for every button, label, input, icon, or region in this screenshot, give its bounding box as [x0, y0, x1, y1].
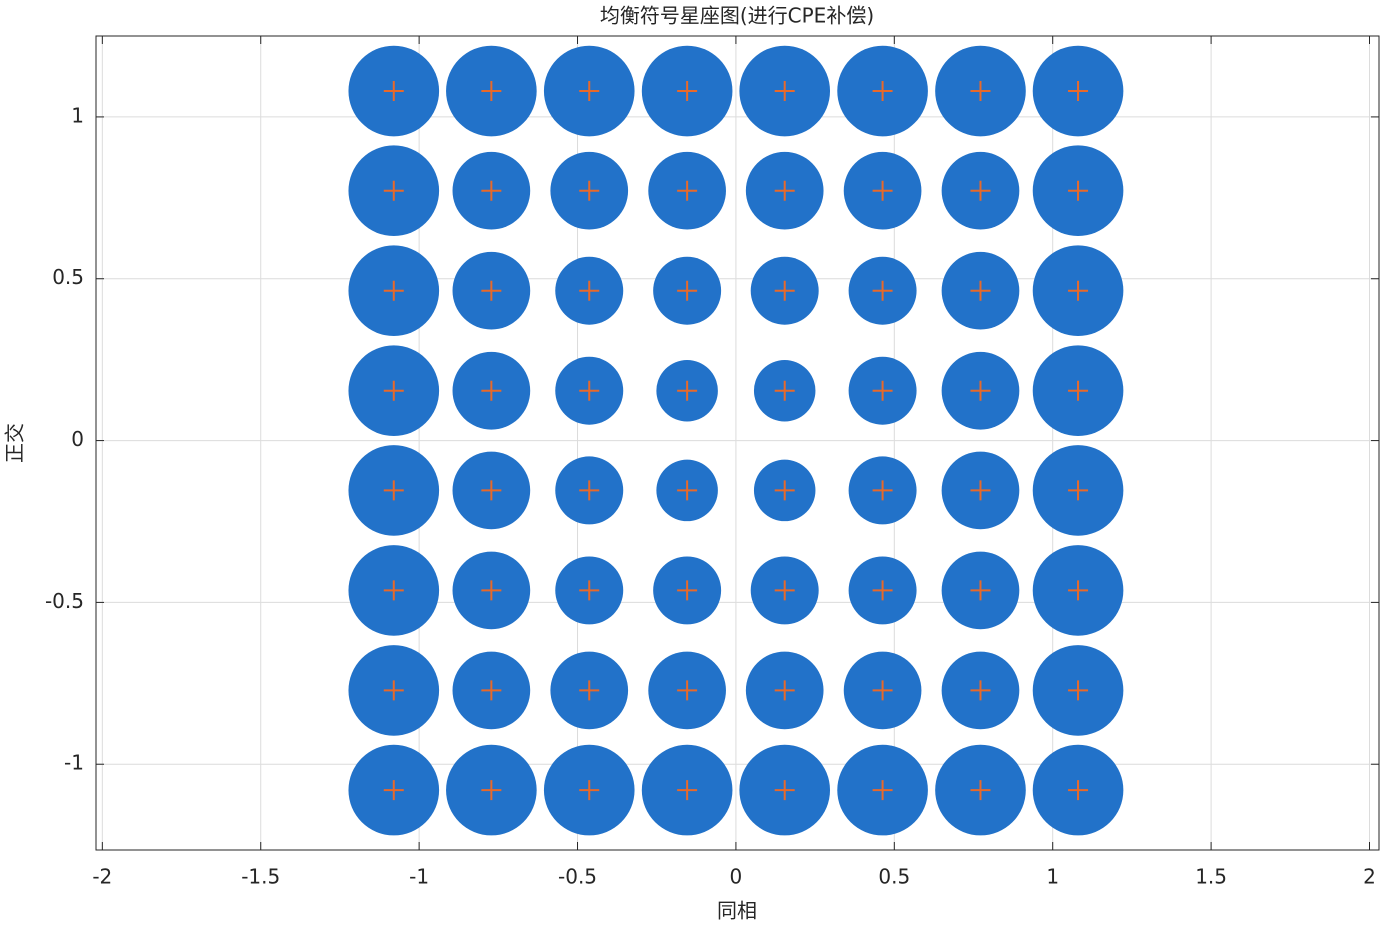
reference-point	[1068, 380, 1089, 401]
x-axis-label: 同相	[717, 899, 757, 923]
y-axis-label: 正交	[3, 423, 27, 463]
reference-point	[677, 780, 698, 801]
x-tick-label: -2	[92, 865, 112, 889]
reference-point	[1068, 180, 1089, 201]
reference-point	[579, 380, 600, 401]
x-tick-label: 2	[1363, 865, 1376, 889]
reference-point	[383, 780, 404, 801]
x-tick-label: 1	[1046, 865, 1059, 889]
x-tick-label: -0.5	[558, 865, 597, 889]
reference-point	[1068, 680, 1089, 701]
reference-point	[774, 580, 795, 601]
reference-point	[677, 680, 698, 701]
reference-point	[970, 480, 991, 501]
reference-point	[481, 480, 502, 501]
reference-point	[481, 180, 502, 201]
reference-point	[481, 580, 502, 601]
reference-point	[872, 480, 893, 501]
x-tick-label: 0.5	[878, 865, 910, 889]
reference-point	[579, 780, 600, 801]
reference-point	[774, 480, 795, 501]
x-tick-label: 1.5	[1195, 865, 1227, 889]
reference-point	[579, 580, 600, 601]
reference-point	[481, 380, 502, 401]
reference-point	[481, 81, 502, 102]
reference-point	[970, 81, 991, 102]
reference-point	[579, 680, 600, 701]
reference-point	[677, 280, 698, 301]
reference-point	[481, 780, 502, 801]
reference-point	[579, 81, 600, 102]
reference-point	[1068, 81, 1089, 102]
reference-point	[677, 180, 698, 201]
y-tick-label: -0.5	[45, 589, 84, 613]
reference-point	[383, 380, 404, 401]
y-tick-label: 0	[71, 427, 84, 451]
reference-point	[383, 81, 404, 102]
y-tick-label: 1	[71, 103, 84, 127]
reference-point	[677, 480, 698, 501]
reference-point	[774, 180, 795, 201]
reference-point	[872, 780, 893, 801]
plot-area	[96, 36, 1379, 850]
reference-point	[579, 180, 600, 201]
reference-point	[677, 380, 698, 401]
reference-point	[481, 680, 502, 701]
x-tick-label: -1	[409, 865, 429, 889]
reference-point	[383, 180, 404, 201]
reference-point	[872, 180, 893, 201]
reference-point	[1068, 480, 1089, 501]
reference-point	[872, 680, 893, 701]
reference-point	[970, 580, 991, 601]
reference-point	[481, 280, 502, 301]
chart-title: 均衡符号星座图(进行CPE补偿)	[600, 4, 874, 28]
reference-point	[872, 81, 893, 102]
reference-point	[970, 780, 991, 801]
y-tick-label: 0.5	[52, 265, 84, 289]
axes-box	[95, 35, 1380, 851]
reference-point	[383, 680, 404, 701]
x-tick-label: 0	[730, 865, 743, 889]
reference-point	[383, 480, 404, 501]
reference-point	[970, 380, 991, 401]
x-tick-label: -1.5	[241, 865, 280, 889]
reference-point	[872, 380, 893, 401]
reference-point	[383, 280, 404, 301]
reference-point	[774, 680, 795, 701]
reference-point	[383, 580, 404, 601]
reference-point	[970, 280, 991, 301]
reference-point	[1068, 780, 1089, 801]
reference-point	[579, 480, 600, 501]
reference-point	[872, 580, 893, 601]
y-tick-label: -1	[64, 751, 84, 775]
reference-point	[774, 780, 795, 801]
reference-point	[872, 280, 893, 301]
reference-point	[970, 180, 991, 201]
reference-point	[579, 280, 600, 301]
reference-point	[774, 280, 795, 301]
reference-point	[1068, 580, 1089, 601]
reference-point	[970, 680, 991, 701]
reference-point	[774, 380, 795, 401]
reference-point	[1068, 280, 1089, 301]
reference-point	[774, 81, 795, 102]
reference-point	[677, 81, 698, 102]
reference-point	[677, 580, 698, 601]
